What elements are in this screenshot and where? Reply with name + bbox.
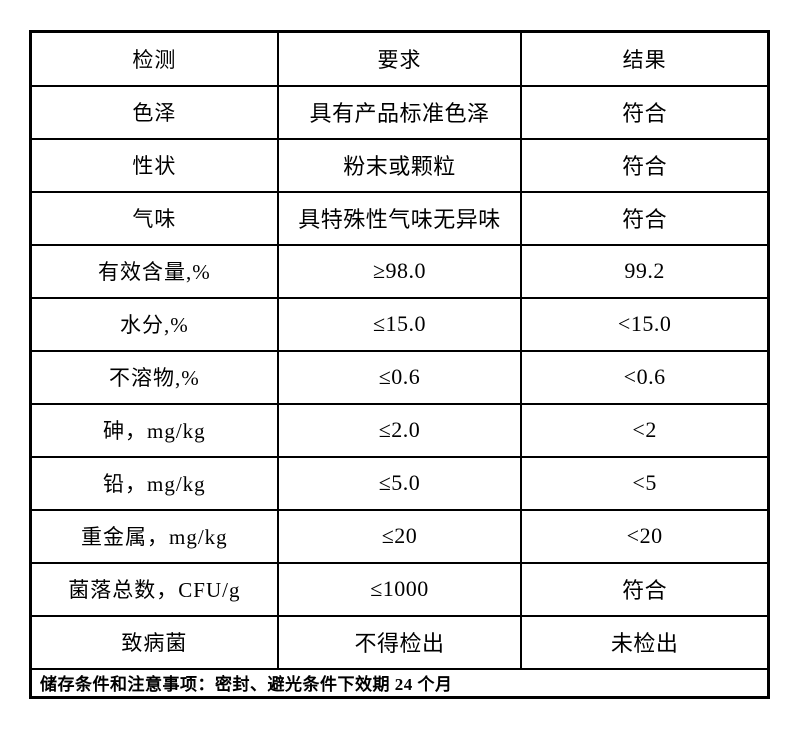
cell-requirement: ≤5.0 — [276, 455, 523, 511]
cell-test-name: 有效含量,% — [29, 243, 279, 299]
cell-result: 99.2 — [520, 243, 770, 299]
cell-test-name: 重金属，mg/kg — [29, 508, 279, 564]
column-header-test: 检测 — [29, 30, 279, 87]
cell-test-name: 菌落总数，CFU/g — [29, 561, 279, 617]
footer-row: 储存条件和注意事项：密封、避光条件下效期 24 个月 — [29, 667, 770, 699]
cell-test-name: 性状 — [29, 137, 279, 193]
table-row: 有效含量,% ≥98.0 99.2 — [29, 243, 770, 299]
cell-result: <2 — [520, 402, 770, 458]
cell-result: <0.6 — [520, 349, 770, 405]
cell-requirement: 不得检出 — [276, 614, 523, 670]
cell-requirement: 具特殊性气味无异味 — [276, 190, 523, 246]
cell-requirement: ≤20 — [276, 508, 523, 564]
column-header-result: 结果 — [520, 30, 770, 87]
cell-test-name: 色泽 — [29, 84, 279, 140]
column-header-requirement: 要求 — [276, 30, 523, 87]
table-row: 铅，mg/kg ≤5.0 <5 — [29, 455, 770, 511]
cell-result: 符合 — [520, 84, 770, 140]
cell-test-name: 不溶物,% — [29, 349, 279, 405]
table-row: 重金属，mg/kg ≤20 <20 — [29, 508, 770, 564]
table-row: 气味 具特殊性气味无异味 符合 — [29, 190, 770, 246]
table-row: 色泽 具有产品标准色泽 符合 — [29, 84, 770, 140]
cell-requirement: ≥98.0 — [276, 243, 523, 299]
storage-note: 储存条件和注意事项：密封、避光条件下效期 24 个月 — [29, 667, 770, 699]
table-row: 致病菌 不得检出 未检出 — [29, 614, 770, 670]
cell-requirement: ≤2.0 — [276, 402, 523, 458]
cell-result: <5 — [520, 455, 770, 511]
cell-result: 符合 — [520, 190, 770, 246]
cell-result: <15.0 — [520, 296, 770, 352]
cell-test-name: 砷，mg/kg — [29, 402, 279, 458]
table-row: 砷，mg/kg ≤2.0 <2 — [29, 402, 770, 458]
cell-result: <20 — [520, 508, 770, 564]
cell-test-name: 致病菌 — [29, 614, 279, 670]
table-row: 水分,% ≤15.0 <15.0 — [29, 296, 770, 352]
cell-requirement: ≤0.6 — [276, 349, 523, 405]
table-row: 性状 粉末或颗粒 符合 — [29, 137, 770, 193]
cell-test-name: 水分,% — [29, 296, 279, 352]
table-row: 菌落总数，CFU/g ≤1000 符合 — [29, 561, 770, 617]
header-row: 检测 要求 结果 — [29, 30, 770, 87]
cell-result: 未检出 — [520, 614, 770, 670]
cell-requirement: ≤15.0 — [276, 296, 523, 352]
table-row: 不溶物,% ≤0.6 <0.6 — [29, 349, 770, 405]
cell-test-name: 气味 — [29, 190, 279, 246]
cell-result: 符合 — [520, 561, 770, 617]
cell-result: 符合 — [520, 137, 770, 193]
cell-requirement: 粉末或颗粒 — [276, 137, 523, 193]
cell-requirement: ≤1000 — [276, 561, 523, 617]
cell-test-name: 铅，mg/kg — [29, 455, 279, 511]
cell-requirement: 具有产品标准色泽 — [276, 84, 523, 140]
inspection-table: 检测 要求 结果 色泽 具有产品标准色泽 符合 性状 粉末或颗粒 符合 气味 具… — [29, 30, 770, 699]
